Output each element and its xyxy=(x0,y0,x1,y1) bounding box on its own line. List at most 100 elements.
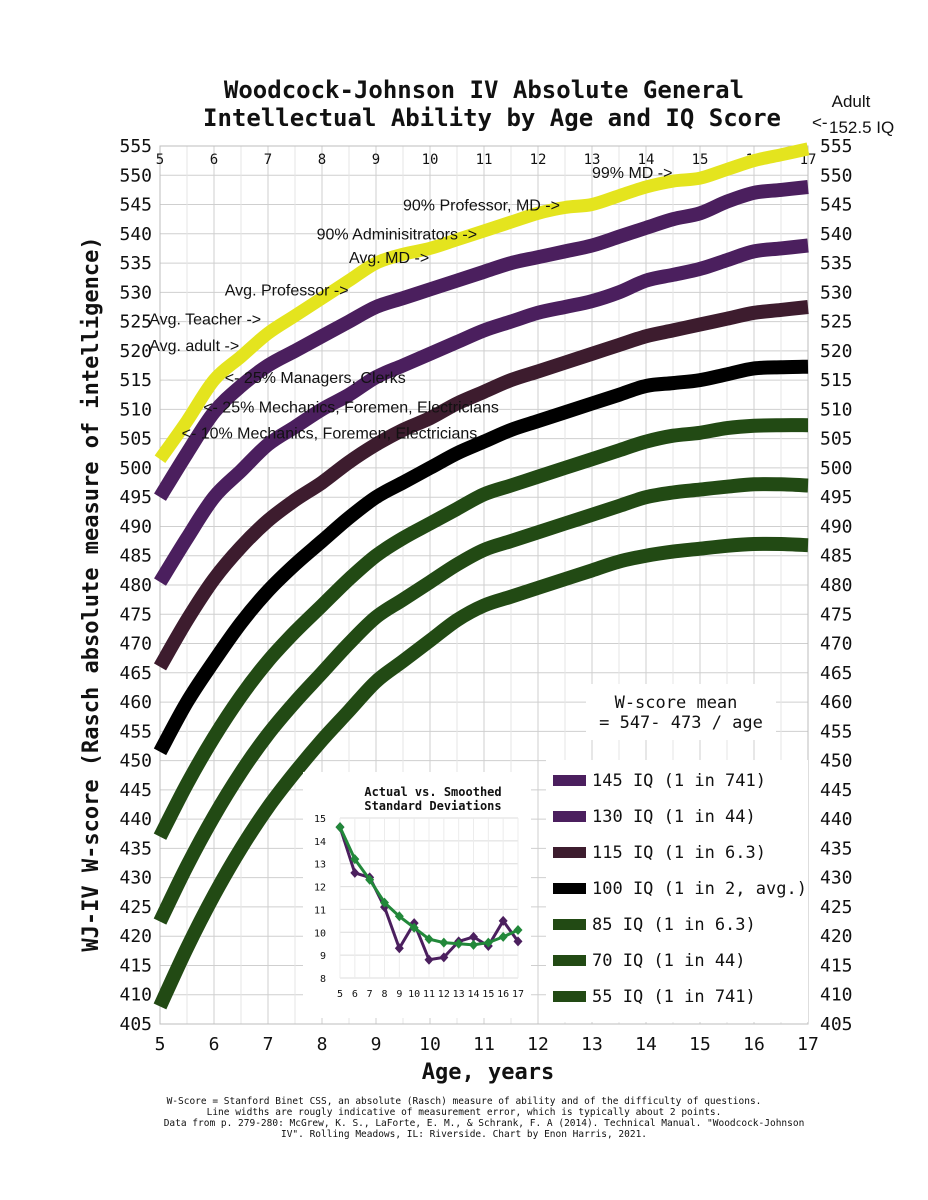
inset-y-tick-label: 14 xyxy=(314,837,326,848)
series-line xyxy=(154,238,809,586)
x-tick-label-top: 12 xyxy=(530,152,547,168)
legend-title-line1: W-score mean xyxy=(615,693,738,713)
inset-series-point xyxy=(394,943,404,954)
inset-x-tick-label: 11 xyxy=(423,989,435,1000)
inset-series-point xyxy=(439,937,449,948)
y-tick-label-left: 500 xyxy=(119,458,152,479)
inset-background xyxy=(303,772,531,1018)
y-tick-label-right: 505 xyxy=(820,429,853,450)
legend-swatch xyxy=(553,955,586,966)
x-tick-label-bottom: 14 xyxy=(635,1034,657,1055)
y-tick-label-left: 480 xyxy=(119,575,152,596)
legend-box xyxy=(546,760,808,1022)
inset-y-tick-label: 8 xyxy=(320,974,326,985)
x-tick-label-bottom: 6 xyxy=(209,1034,220,1055)
x-tick-label-top: 10 xyxy=(422,152,439,168)
y-tick-label-left: 430 xyxy=(119,868,152,889)
y-tick-label-right: 480 xyxy=(820,575,853,596)
y-tick-label-right: 540 xyxy=(820,224,853,245)
series-line xyxy=(154,180,809,501)
annotation-label: <- 25% Mechanics, Foremen, Electricians xyxy=(203,399,499,416)
inset-y-tick-label: 11 xyxy=(314,905,326,916)
y-tick-label-right: 465 xyxy=(820,663,853,684)
inset-x-tick-label: 8 xyxy=(381,989,387,1000)
y-tick-label-right: 460 xyxy=(820,692,853,713)
annotation-label: <- 10% Mechanics, Foremen, Electricians xyxy=(182,426,478,443)
y-tick-label-left: 545 xyxy=(119,195,152,216)
legend-swatch xyxy=(553,847,586,858)
x-tick-label-bottom: 8 xyxy=(317,1034,328,1055)
x-tick-label-bottom: 15 xyxy=(689,1034,711,1055)
legend-label: 115 IQ (1 in 6.3) xyxy=(592,843,766,863)
inset-series-point xyxy=(424,954,434,965)
inset-y-tick-label: 10 xyxy=(314,928,326,939)
y-tick-label-left: 475 xyxy=(119,604,152,625)
x-axis-label: Age, years xyxy=(422,1060,554,1085)
inset-y-tick-label: 13 xyxy=(314,860,326,871)
y-tick-label-right: 510 xyxy=(820,399,853,420)
inset-series-point xyxy=(424,934,434,945)
legend-swatch xyxy=(553,811,586,822)
y-tick-label-left: 525 xyxy=(119,312,152,333)
footnote-line4: IV". Rolling Meadows, IL: Riverside. Cha… xyxy=(281,1129,647,1140)
inset-x-tick-label: 7 xyxy=(367,989,373,1000)
annotation-label: Avg. adult -> xyxy=(149,338,239,355)
inset-x-tick-label: 17 xyxy=(512,989,524,1000)
inset-x-tick-label: 5 xyxy=(337,989,343,1000)
y-tick-label-right: 455 xyxy=(820,721,853,742)
legend-label: 70 IQ (1 in 44) xyxy=(592,951,746,971)
y-tick-label-right: 450 xyxy=(820,751,853,772)
inset-x-tick-label: 6 xyxy=(352,989,358,1000)
inset-y-tick-label: 9 xyxy=(320,951,326,962)
series-line xyxy=(153,477,809,925)
inset-series-point xyxy=(335,822,345,833)
legend-title-box xyxy=(586,684,776,740)
inset-series-point xyxy=(469,939,478,950)
legend-label: 55 IQ (1 in 741) xyxy=(592,987,756,1007)
inset-series-point xyxy=(350,867,360,878)
y-tick-label-left: 445 xyxy=(119,780,152,801)
inset-x-tick-label: 13 xyxy=(453,989,465,1000)
y-tick-label-left: 460 xyxy=(119,692,152,713)
y-tick-label-left: 535 xyxy=(119,253,152,274)
y-tick-label-right: 485 xyxy=(820,546,853,567)
series-line xyxy=(153,418,809,840)
y-tick-label-left: 550 xyxy=(119,165,152,186)
inset-y-tick-label: 15 xyxy=(314,814,326,825)
annotation-label: Avg. MD -> xyxy=(349,250,429,267)
x-tick-label-top: 8 xyxy=(318,152,326,168)
y-tick-label-right: 405 xyxy=(820,1014,853,1035)
x-tick-label-bottom: 17 xyxy=(797,1034,819,1055)
y-tick-label-left: 490 xyxy=(119,516,152,537)
x-tick-label-bottom: 10 xyxy=(419,1034,441,1055)
y-tick-label-right: 415 xyxy=(820,955,853,976)
y-tick-label-left: 520 xyxy=(119,341,152,362)
y-tick-label-right: 440 xyxy=(820,809,853,830)
inset-series-point xyxy=(454,938,464,949)
legend-title-line2: = 547- 473 / age xyxy=(599,713,763,733)
annotations: 99% MD -> 90% Professor, MD -> 90% Adminis… xyxy=(149,165,672,442)
tick-labels: 405 405 410 410 415 415 420 420 425 425 430 430 435 4… xyxy=(119,136,852,1055)
x-tick-label-top: 15 xyxy=(692,152,709,168)
adult-label: Adult xyxy=(832,92,871,111)
footnote-line3: Data from p. 279-280: McGrew, K. S., LaF… xyxy=(164,1118,805,1129)
y-tick-label-left: 485 xyxy=(119,546,152,567)
inset-series-point xyxy=(350,854,360,865)
legend-label: 130 IQ (1 in 44) xyxy=(592,807,756,827)
footnote-line1: W-Score = Stanford Binet CSS, an absolut… xyxy=(167,1096,762,1107)
x-tick-label-bottom: 5 xyxy=(155,1034,166,1055)
annotation-label: <- 25% Managers, Clerks xyxy=(225,370,406,387)
y-tick-label-right: 430 xyxy=(820,868,853,889)
y-tick-label-left: 470 xyxy=(119,634,152,655)
x-tick-label-bottom: 9 xyxy=(371,1034,382,1055)
x-tick-label-top: 14 xyxy=(638,152,655,168)
adult-iq-label: 152.5 IQ xyxy=(829,118,894,137)
y-tick-label-right: 435 xyxy=(820,838,853,859)
annotation-label: 99% MD -> xyxy=(592,165,672,182)
y-tick-label-right: 425 xyxy=(820,897,853,918)
y-tick-label-left: 465 xyxy=(119,663,152,684)
plot-frame xyxy=(159,145,809,1025)
y-tick-label-right: 490 xyxy=(820,516,853,537)
x-tick-label-top: 7 xyxy=(264,152,272,168)
